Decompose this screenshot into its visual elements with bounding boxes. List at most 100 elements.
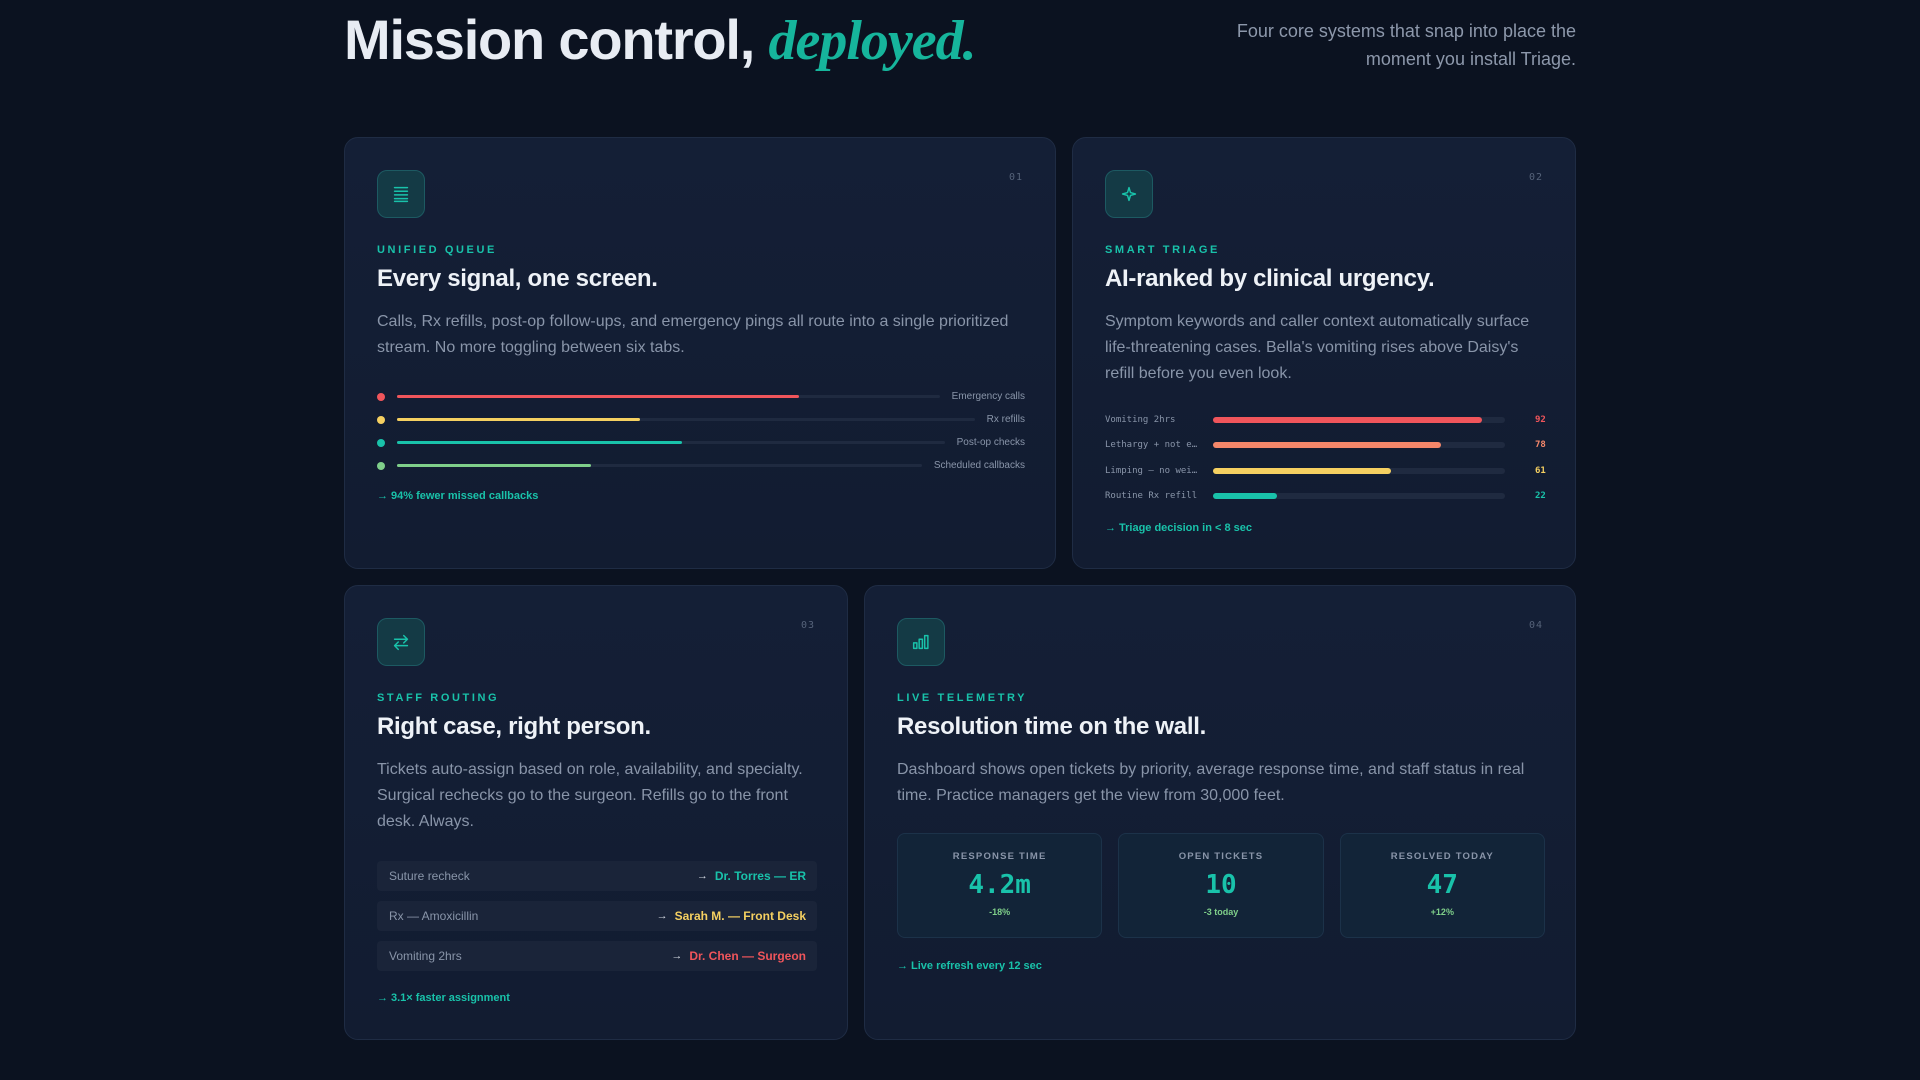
routing-case: Suture recheck: [389, 869, 470, 883]
stat-label: OPEN TICKETS: [1178, 851, 1264, 862]
queue-row-callbacks: Scheduled callbacks: [377, 454, 1025, 477]
queue-track: [397, 464, 922, 467]
stat-open-tickets: OPEN TICKETS 10 -3 today: [1118, 833, 1324, 938]
page-title: Mission control, deployed.: [344, 8, 977, 73]
ranking-label: Lethargy + not eating: [1105, 440, 1201, 451]
ranking-track: [1213, 416, 1505, 423]
status-dot: [377, 438, 385, 447]
routing-case: Vomiting 2hrs: [389, 949, 462, 963]
ranking-track: [1213, 442, 1505, 449]
routing-assignee: → Sarah M. — Front Desk: [657, 909, 806, 923]
queue-label: Post-op checks: [956, 437, 1025, 448]
card-footnote: → Triage decision in < 8 sec: [1105, 522, 1252, 534]
card-description: Dashboard shows open tickets by priority…: [897, 761, 1525, 804]
card-number: 01: [1008, 172, 1023, 183]
queue-bars: Emergency calls Rx refills Post-op check…: [377, 385, 1025, 477]
card-eyebrow: UNIFIED QUEUE: [377, 244, 497, 256]
footnote-text: 3.1× faster assignment: [391, 992, 510, 1004]
card-number: 03: [800, 620, 815, 631]
assignee-name: Sarah M. — Front Desk: [674, 909, 806, 923]
page-subtitle: Four core systems that snap into place t…: [1236, 21, 1576, 69]
routing-row: Vomiting 2hrs → Dr. Chen — Surgeon: [377, 941, 817, 971]
stat-delta: -18%: [989, 907, 1011, 917]
queue-fill: [397, 418, 640, 421]
feature-card-unified-queue: 01 UNIFIED QUEUE Every signal, one scree…: [344, 137, 1056, 569]
queue-row-emergency: Emergency calls: [377, 385, 1025, 408]
queue-track: [397, 441, 945, 444]
assignee-name: Dr. Torres — ER: [714, 869, 806, 883]
status-dot: [377, 461, 385, 470]
routing-list: Suture recheck → Dr. Torres — ER Rx — Am…: [377, 861, 817, 981]
queue-fill: [397, 464, 592, 467]
page-title-main: Mission control,: [344, 8, 755, 71]
arrow-right-icon: →: [656, 910, 668, 922]
card-number: 04: [1528, 620, 1543, 631]
ranking-label: Limping — no weight: [1105, 465, 1201, 476]
swap-arrows-icon: [377, 618, 425, 666]
stat-delta: -3 today: [1203, 907, 1239, 917]
queue-track: [397, 395, 940, 398]
urgency-ranking: Vomiting 2hrs 92 Lethargy + not eating 7…: [1105, 407, 1546, 510]
ranking-track: [1213, 467, 1505, 474]
list-icon: [377, 170, 425, 218]
ranking-fill: [1213, 467, 1392, 474]
ranking-score: 92: [1535, 414, 1546, 425]
feature-card-live-telemetry: 04 LIVE TELEMETRY Resolution time on the…: [864, 585, 1576, 1040]
routing-row: Rx — Amoxicillin → Sarah M. — Front Desk: [377, 901, 817, 931]
queue-track: [397, 418, 975, 421]
queue-label: Scheduled callbacks: [933, 460, 1025, 471]
footnote-text: Live refresh every 12 sec: [911, 960, 1042, 972]
routing-assignee: → Dr. Torres — ER: [697, 869, 806, 883]
footnote-text: Triage decision in < 8 sec: [1119, 522, 1252, 534]
routing-assignee: → Dr. Chen — Surgeon: [671, 949, 806, 963]
card-description: Symptom keywords and caller context auto…: [1105, 313, 1530, 382]
card-footnote: → Live refresh every 12 sec: [897, 960, 1042, 972]
feature-card-staff-routing: 03 STAFF ROUTING Right case, right perso…: [344, 585, 848, 1040]
queue-fill: [397, 395, 799, 398]
ranking-fill: [1213, 493, 1278, 500]
queue-row-postop: Post-op checks: [377, 431, 1025, 454]
stat-value: 10: [1205, 870, 1237, 900]
ranking-row: Routine Rx refill 22: [1105, 484, 1546, 510]
ranking-label: Vomiting 2hrs: [1105, 414, 1176, 425]
queue-label: Emergency calls: [951, 391, 1025, 402]
arrow-right-icon: →: [1105, 522, 1116, 534]
card-title: Right case, right person.: [377, 713, 651, 740]
card-number: 02: [1528, 172, 1543, 183]
sparkle-icon: [1105, 170, 1153, 218]
feature-card-smart-triage: 02 SMART TRIAGE AI-ranked by clinical ur…: [1072, 137, 1576, 569]
arrow-right-icon: →: [696, 870, 708, 882]
card-eyebrow: LIVE TELEMETRY: [897, 692, 1028, 704]
routing-case: Rx — Amoxicillin: [389, 909, 479, 923]
ranking-track: [1213, 493, 1505, 500]
stat-response-time: RESPONSE TIME 4.2m -18%: [897, 833, 1103, 938]
bar-chart-icon: [897, 618, 945, 666]
ranking-score: 78: [1535, 440, 1546, 451]
stat-value: 47: [1426, 870, 1458, 900]
card-title: Every signal, one screen.: [377, 265, 658, 292]
ranking-score: 22: [1535, 491, 1546, 502]
page-title-accent: deployed.: [768, 10, 977, 72]
status-dot: [377, 415, 385, 424]
card-title: AI-ranked by clinical urgency.: [1105, 265, 1435, 292]
card-footnote: → 3.1× faster assignment: [377, 992, 510, 1004]
stat-value: 4.2m: [968, 870, 1031, 900]
stat-delta: +12%: [1430, 907, 1454, 917]
queue-label: Rx refills: [986, 414, 1025, 425]
ranking-fill: [1213, 416, 1482, 423]
ranking-row: Lethargy + not eating 78: [1105, 433, 1546, 459]
card-eyebrow: SMART TRIAGE: [1105, 244, 1220, 256]
features-section: Mission control, deployed. Four core sys…: [344, 0, 1576, 1080]
arrow-right-icon: →: [671, 950, 683, 962]
routing-row: Suture recheck → Dr. Torres — ER: [377, 861, 817, 891]
card-eyebrow: STAFF ROUTING: [377, 692, 500, 704]
assignee-name: Dr. Chen — Surgeon: [689, 949, 806, 963]
ranking-score: 61: [1535, 465, 1546, 476]
card-title: Resolution time on the wall.: [897, 713, 1206, 740]
ranking-row: Limping — no weight 61: [1105, 458, 1546, 484]
queue-fill: [397, 441, 682, 444]
status-dot: [377, 392, 385, 401]
telemetry-stats: RESPONSE TIME 4.2m -18% OPEN TICKETS 10 …: [897, 833, 1545, 938]
footnote-text: 94% fewer missed callbacks: [391, 490, 539, 502]
queue-row-rx: Rx refills: [377, 408, 1025, 431]
